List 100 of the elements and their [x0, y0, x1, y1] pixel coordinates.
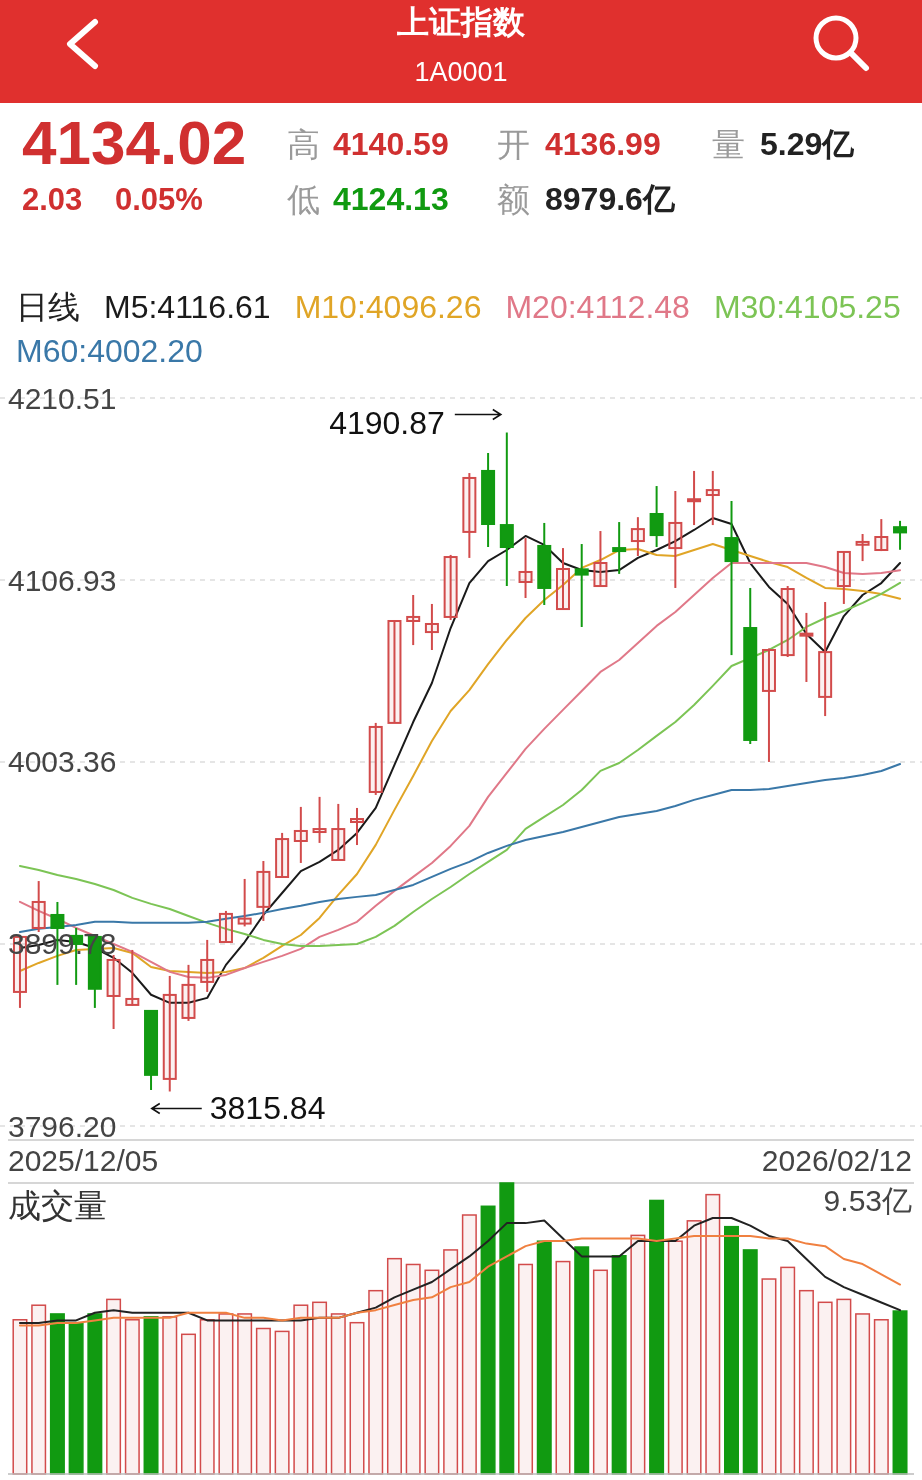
- annotation: 3815.84: [209, 1090, 326, 1127]
- bar: [724, 1225, 740, 1475]
- bar: [312, 1301, 328, 1475]
- candlestick: [387, 620, 402, 724]
- candlestick: [518, 537, 533, 599]
- bar: [686, 1220, 702, 1475]
- candlestick: [705, 469, 720, 527]
- candlestick: [649, 485, 664, 549]
- y-tick-label: 4106.93: [8, 563, 117, 597]
- text: M5:4116.61: [104, 289, 271, 325]
- candlestick: [462, 472, 477, 559]
- candlestick: [125, 948, 140, 1007]
- candlestick: [630, 516, 645, 557]
- bar: [461, 1214, 477, 1475]
- candlestick: [162, 974, 177, 1093]
- candlestick: [237, 877, 252, 928]
- bar: [518, 1263, 534, 1475]
- candlestick: [350, 806, 365, 847]
- bar: [555, 1260, 571, 1475]
- text: 0.05%: [115, 181, 203, 217]
- text: 2.03: [22, 181, 83, 217]
- candlestick: [780, 585, 795, 659]
- candlestick: [799, 611, 814, 683]
- candlestick: [312, 795, 327, 844]
- candlestick: [687, 469, 702, 527]
- text: 4136.99: [545, 126, 661, 162]
- bar: [180, 1333, 196, 1475]
- text: 2025/12/05: [8, 1143, 159, 1177]
- bar: [368, 1289, 384, 1475]
- candlestick: [275, 831, 290, 879]
- bar: [12, 1319, 28, 1475]
- candlestick: [724, 499, 739, 657]
- text: M20:4112.48: [505, 289, 690, 325]
- bar: [705, 1193, 721, 1475]
- bar: [274, 1330, 290, 1475]
- text: 2026/02/12: [761, 1143, 912, 1177]
- candlestick: [855, 533, 870, 563]
- bar: [480, 1205, 496, 1475]
- y-tick-label: 4210.51: [8, 381, 117, 415]
- bar: [611, 1255, 627, 1475]
- bar: [237, 1313, 253, 1475]
- bar: [405, 1263, 421, 1475]
- bar: [255, 1327, 271, 1475]
- y-tick-label: 3796.20: [8, 1109, 117, 1143]
- text: 8979.6亿: [545, 181, 676, 217]
- bar: [87, 1313, 103, 1475]
- text: 量: [712, 125, 745, 163]
- candlestick: [218, 909, 233, 944]
- bar: [499, 1182, 515, 1475]
- text: 开: [497, 125, 530, 163]
- bar: [536, 1240, 552, 1475]
- candlestick: [574, 543, 589, 628]
- bar: [798, 1289, 814, 1475]
- bar: [386, 1257, 402, 1475]
- text: 低: [287, 180, 320, 218]
- bar: [892, 1310, 908, 1475]
- bar: [68, 1321, 84, 1475]
- text: M10:4096.26: [294, 289, 482, 325]
- candlestick: [818, 601, 833, 718]
- text: 4124.13: [333, 181, 449, 217]
- bar: [817, 1301, 833, 1475]
- candlestick: [499, 431, 514, 588]
- candlestick: [836, 550, 851, 605]
- text: 1A0001: [414, 57, 508, 87]
- bar: [330, 1313, 346, 1475]
- bar: [780, 1266, 796, 1475]
- text: 5.29亿: [760, 126, 856, 162]
- legend-title: 日线: [16, 289, 80, 325]
- text: 4134.02: [22, 107, 247, 177]
- text: 上证指数: [396, 4, 526, 40]
- candlestick: [293, 805, 308, 864]
- bar: [124, 1319, 140, 1475]
- bar: [199, 1319, 215, 1475]
- candlestick: [424, 602, 439, 651]
- annotation: 4190.87: [329, 404, 445, 441]
- candlestick: [256, 860, 271, 922]
- candlestick: [555, 547, 570, 611]
- bar: [106, 1298, 122, 1475]
- bar: [143, 1316, 159, 1475]
- candlestick: [443, 553, 458, 621]
- bar: [855, 1313, 871, 1475]
- candlestick: [612, 521, 627, 575]
- candlestick: [200, 938, 215, 993]
- candlestick: [761, 647, 776, 763]
- candlestick: [106, 954, 121, 1031]
- bar: [761, 1278, 777, 1475]
- text: M60:4002.20: [16, 333, 203, 369]
- candlestick: [593, 530, 608, 588]
- candlestick: [31, 880, 46, 934]
- candlestick: [893, 519, 908, 551]
- candlestick: [668, 489, 683, 589]
- bar: [424, 1269, 440, 1475]
- bar: [218, 1313, 234, 1475]
- bar: [574, 1246, 590, 1475]
- bar: [443, 1249, 459, 1475]
- bar: [49, 1313, 65, 1475]
- candlestick: [181, 963, 196, 1022]
- candlestick: [406, 593, 421, 647]
- bar: [162, 1316, 178, 1475]
- candlestick: [331, 802, 346, 861]
